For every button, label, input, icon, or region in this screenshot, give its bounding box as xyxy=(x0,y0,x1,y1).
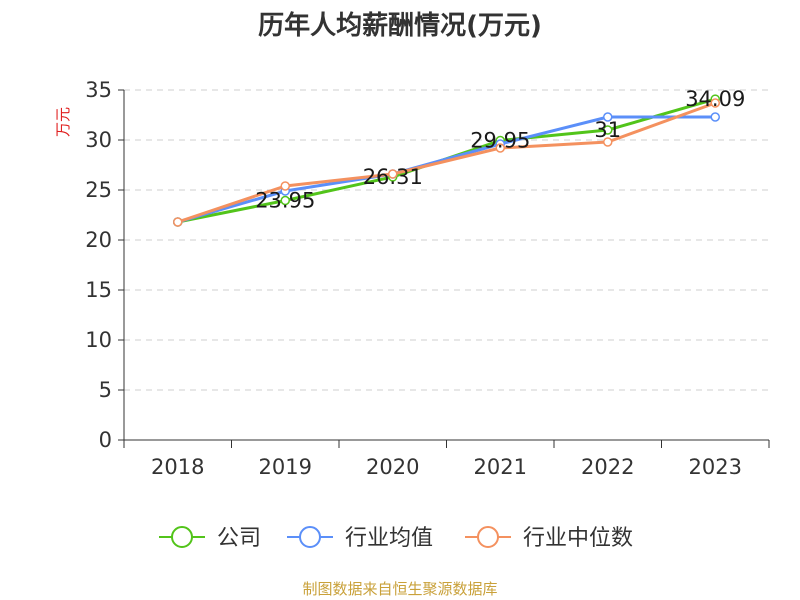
data-point xyxy=(710,98,720,108)
data-point xyxy=(603,137,613,147)
data-point xyxy=(388,169,398,179)
legend-marker xyxy=(299,526,321,548)
legend-label: 行业中位数 xyxy=(523,526,633,551)
y-tick-label: 30 xyxy=(85,128,112,152)
data-point xyxy=(495,143,505,153)
x-tick-label: 2019 xyxy=(259,455,312,479)
y-tick-label: 25 xyxy=(85,178,112,202)
data-point xyxy=(280,181,290,191)
x-tick-label: 2020 xyxy=(366,455,419,479)
legend-marker xyxy=(171,526,193,548)
source-note: 制图数据来自恒生聚源数据库 xyxy=(302,580,497,598)
y-tick-label: 20 xyxy=(85,228,112,252)
data-point xyxy=(173,217,183,227)
y-tick-label: 15 xyxy=(85,278,112,302)
x-tick-label: 2021 xyxy=(474,455,527,479)
x-axis: 2018 2019 2020 2021 2022 2023 xyxy=(123,439,770,479)
legend: 公司 行业均值 行业中位数 xyxy=(159,526,633,551)
series-line xyxy=(177,101,716,224)
y-tick-label: 10 xyxy=(85,328,112,352)
data-point xyxy=(280,195,290,206)
x-tick-label: 2023 xyxy=(689,455,742,479)
x-tick-label: 2018 xyxy=(151,455,204,479)
data-label: 31 xyxy=(594,118,621,142)
data-labels: 23.95 26.31 29.95 31 34.09 xyxy=(255,87,745,212)
data-label: 23.95 xyxy=(255,189,315,213)
y-axis-label: 万元 xyxy=(54,107,72,137)
data-point xyxy=(603,112,613,122)
y-tick-label: 5 xyxy=(99,378,112,402)
chart-title: 历年人均薪酬情况(万元) xyxy=(258,10,542,41)
legend-label: 行业均值 xyxy=(345,526,433,551)
y-axis: 0 5 10 15 20 25 30 35 xyxy=(85,78,125,452)
data-label: 26.31 xyxy=(363,165,423,189)
y-tick-label: 0 xyxy=(99,428,112,452)
data-label: 34.09 xyxy=(685,87,745,111)
series-lines xyxy=(173,94,720,227)
series-line xyxy=(177,115,716,224)
y-tick-label: 35 xyxy=(85,78,112,102)
data-point xyxy=(603,125,613,135)
data-point xyxy=(710,112,720,122)
legend-label: 公司 xyxy=(217,526,261,551)
data-label: 29.95 xyxy=(470,129,530,153)
x-tick-label: 2022 xyxy=(581,455,634,479)
legend-marker xyxy=(477,526,499,548)
grid-lines xyxy=(124,89,769,391)
